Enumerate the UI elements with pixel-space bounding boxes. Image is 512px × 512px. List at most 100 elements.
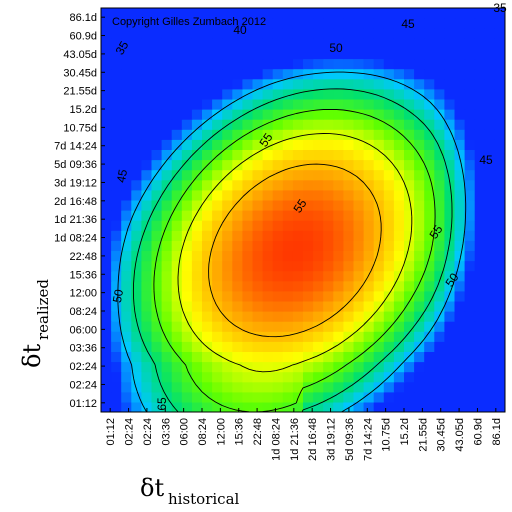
heatmap-cell bbox=[353, 331, 365, 342]
heatmap-cell bbox=[484, 159, 496, 171]
heatmap-cell bbox=[141, 8, 153, 19]
heatmap-cell bbox=[444, 139, 456, 150]
heatmap-cell bbox=[434, 341, 445, 352]
heatmap-cell bbox=[494, 260, 505, 272]
heatmap-cell bbox=[171, 119, 183, 130]
heatmap-cell bbox=[363, 58, 375, 70]
heatmap-cell bbox=[121, 189, 132, 201]
heatmap-cell bbox=[424, 391, 435, 403]
heatmap-cell bbox=[131, 139, 142, 150]
heatmap-cell bbox=[141, 129, 153, 140]
heatmap-cell bbox=[131, 300, 142, 312]
heatmap-cell bbox=[323, 88, 334, 100]
heatmap-cell bbox=[242, 260, 254, 272]
heatmap-cell bbox=[363, 230, 375, 241]
heatmap-cell bbox=[444, 28, 456, 39]
heatmap-cell bbox=[161, 78, 173, 90]
heatmap-cell bbox=[464, 119, 476, 130]
heatmap-cell bbox=[353, 8, 365, 19]
heatmap-cell bbox=[474, 129, 486, 140]
heatmap-cell bbox=[121, 68, 132, 80]
heatmap-cell bbox=[232, 28, 243, 39]
heatmap-cell bbox=[272, 220, 284, 231]
heatmap-cell bbox=[363, 129, 375, 140]
heatmap-cell bbox=[202, 220, 213, 231]
heatmap-cell bbox=[414, 391, 425, 403]
heatmap-cell bbox=[303, 230, 314, 241]
heatmap-cell bbox=[161, 250, 173, 262]
heatmap-cell bbox=[404, 119, 415, 130]
heatmap-cell bbox=[242, 68, 254, 80]
heatmap-cell bbox=[171, 169, 183, 181]
heatmap-cell bbox=[363, 331, 375, 342]
heatmap-cell bbox=[262, 321, 274, 332]
heatmap-cell bbox=[363, 109, 375, 120]
y-tick-label: 06:00 bbox=[69, 324, 97, 336]
contour-label: 45 bbox=[114, 168, 130, 184]
heatmap-cell bbox=[121, 58, 132, 70]
heatmap-cell bbox=[393, 351, 405, 363]
heatmap-cell bbox=[404, 98, 415, 110]
heatmap-cell bbox=[292, 109, 304, 120]
heatmap-cell bbox=[444, 311, 456, 322]
heatmap-cell bbox=[474, 58, 486, 70]
contour-label-text: 35 bbox=[113, 38, 132, 57]
heatmap-cell bbox=[404, 38, 415, 49]
heatmap-cell bbox=[111, 119, 122, 130]
heatmap-cell bbox=[444, 250, 456, 262]
heatmap-cell bbox=[303, 391, 314, 403]
heatmap-cell bbox=[353, 290, 365, 302]
heatmap-cell bbox=[383, 351, 395, 363]
heatmap-cell bbox=[121, 78, 132, 90]
heatmap-cell bbox=[484, 78, 496, 90]
heatmap-cell bbox=[444, 78, 456, 90]
heatmap-cell bbox=[414, 38, 425, 49]
heatmap-cell bbox=[393, 18, 405, 29]
heatmap-cell bbox=[161, 270, 173, 282]
heatmap-cell bbox=[262, 68, 274, 80]
heatmap-cell bbox=[181, 109, 193, 120]
heatmap-cell bbox=[232, 290, 243, 302]
heatmap-cell bbox=[252, 391, 264, 403]
heatmap-cell bbox=[494, 361, 505, 373]
heatmap-cell bbox=[242, 230, 254, 241]
heatmap-cell bbox=[212, 78, 223, 90]
heatmap-cell bbox=[383, 68, 395, 80]
heatmap-cell bbox=[424, 311, 435, 322]
heatmap-cell bbox=[474, 18, 486, 29]
heatmap-cell bbox=[262, 119, 274, 130]
heatmap-cell bbox=[121, 381, 132, 393]
heatmap-cell bbox=[252, 220, 264, 231]
heatmap-cell bbox=[101, 311, 112, 322]
heatmap-cell bbox=[414, 179, 425, 191]
heatmap-cell bbox=[252, 109, 264, 120]
heatmap-cell bbox=[313, 381, 324, 393]
heatmap-cell bbox=[252, 311, 264, 322]
heatmap-cell bbox=[171, 88, 183, 100]
heatmap-cell bbox=[383, 119, 395, 130]
heatmap-cell bbox=[272, 129, 284, 140]
y-tick-label: 43.05d bbox=[63, 49, 97, 61]
heatmap-cell bbox=[373, 159, 385, 171]
heatmap-cell bbox=[121, 220, 132, 231]
heatmap-cell bbox=[101, 18, 112, 29]
heatmap-cell bbox=[131, 260, 142, 272]
heatmap-cell bbox=[262, 230, 274, 241]
heatmap-cell bbox=[303, 311, 314, 322]
heatmap-cell bbox=[323, 28, 334, 39]
heatmap-cell bbox=[292, 230, 304, 241]
heatmap-cell bbox=[222, 250, 233, 262]
heatmap-cell bbox=[131, 8, 142, 19]
heatmap-cell bbox=[181, 139, 193, 150]
heatmap-cell bbox=[141, 109, 153, 120]
heatmap-cell bbox=[282, 68, 294, 80]
heatmap-cell bbox=[121, 371, 132, 383]
heatmap-cell bbox=[181, 371, 193, 383]
heatmap-cell bbox=[161, 311, 173, 322]
heatmap-cell bbox=[444, 230, 456, 241]
heatmap-cell bbox=[131, 230, 142, 241]
heatmap-cell bbox=[474, 8, 486, 19]
heatmap-cell bbox=[232, 240, 243, 251]
heatmap-cell bbox=[404, 331, 415, 342]
heatmap-cell bbox=[434, 8, 445, 19]
